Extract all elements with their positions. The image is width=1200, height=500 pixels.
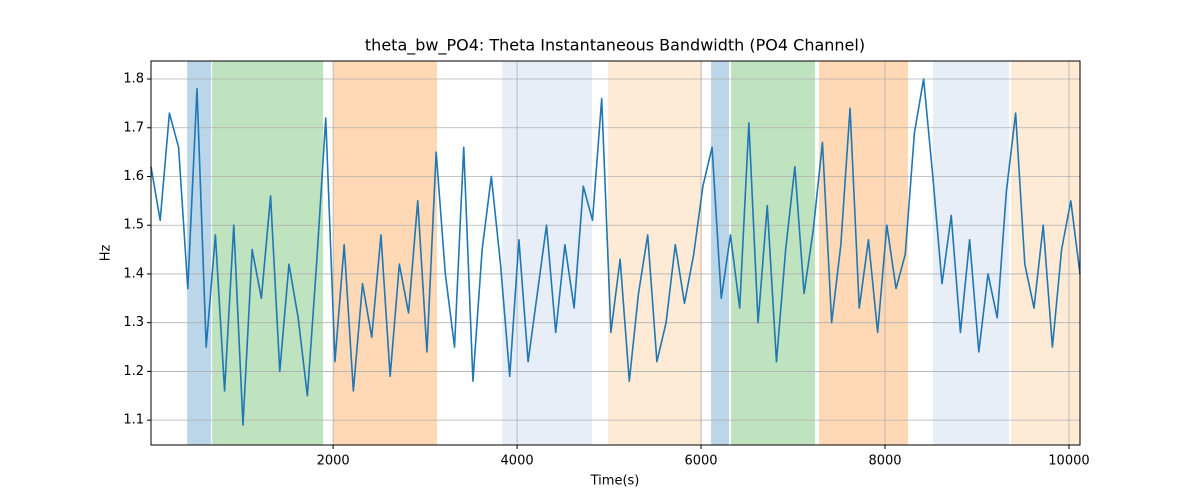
y-tick-label: 1.1: [123, 413, 144, 428]
x-tick-label: 10000: [1048, 454, 1089, 469]
span: [711, 61, 730, 445]
data-line: [150, 78, 1081, 426]
x-tick-label: 2000: [317, 454, 350, 469]
span: [731, 61, 816, 445]
plot-frame: [150, 60, 1081, 446]
span: [187, 61, 212, 445]
y-tick-label: 1.6: [123, 169, 144, 184]
y-tick-label: 1.8: [123, 72, 144, 87]
y-axis-label: Hz: [99, 245, 114, 262]
x-axis-label: Time(s): [590, 474, 640, 489]
span: [819, 61, 908, 445]
span: [333, 61, 438, 445]
grid: [151, 61, 1080, 445]
y-tick-label: 1.4: [123, 266, 144, 281]
y-tick-label: 1.3: [123, 315, 144, 330]
ticks: 2000 4000 6000 8000 10000 1.1 1.2 1.3 1.4 1.5 1.6 1…: [123, 72, 1089, 469]
x-tick-label: 8000: [868, 454, 901, 469]
x-tick-label: 6000: [684, 454, 717, 469]
span: [212, 61, 324, 445]
y-tick-label: 1.5: [123, 218, 144, 233]
x-tick-label: 4000: [501, 454, 534, 469]
y-tick-label: 1.7: [123, 120, 144, 135]
y-tick-label: 1.2: [123, 364, 144, 379]
chart-title: theta_bw_PO4: Theta Instantaneous Bandwi…: [365, 36, 865, 56]
lines: [150, 78, 1081, 426]
span: [608, 61, 703, 445]
